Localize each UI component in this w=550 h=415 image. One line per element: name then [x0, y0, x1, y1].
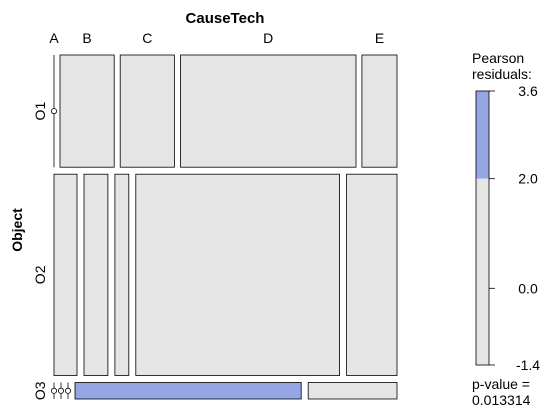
- zero-cell-marker-O3-A: [51, 387, 58, 394]
- zero-cell-marker-O1-A: [51, 108, 58, 115]
- pvalue-value: 0.013314: [472, 392, 531, 408]
- chart-title: CauseTech: [186, 10, 265, 27]
- x-tick-labels: A B C D E: [49, 30, 384, 46]
- tile-O1-D: [180, 54, 357, 168]
- y-axis-label: Object: [9, 208, 25, 252]
- x-tick-B: B: [82, 30, 91, 46]
- tile-O1-C: [119, 54, 175, 168]
- tile-O2-A: [53, 173, 78, 376]
- x-tick-E: E: [375, 30, 384, 46]
- x-tick-A: A: [49, 30, 59, 46]
- tile-O1-E: [361, 54, 398, 168]
- legend-title-line1: Pearson: [472, 50, 524, 66]
- tile-O2-D: [135, 173, 341, 376]
- y-tick-O3: O3: [32, 381, 48, 400]
- legend-neutral-band: [476, 178, 489, 365]
- legend-colorbar: [475, 90, 490, 366]
- legend-ticks: 3.6 2.0 0.0 -1.4: [489, 83, 540, 373]
- legend-tick-label-2: 0.0: [518, 280, 538, 296]
- y-tick-labels: O1 O2 O3: [32, 102, 48, 401]
- zero-cell-marker-O3-C: [65, 387, 72, 394]
- legend-tick-label-3: -1.4: [516, 357, 540, 373]
- tile-O3-D: [74, 382, 302, 400]
- x-tick-C: C: [142, 30, 152, 46]
- tile-O2-E: [346, 173, 398, 376]
- legend-title-line2: residuals:: [472, 66, 532, 82]
- legend: Pearson residuals: 3.6 2.0 0.0 -1.4 p-value…: [472, 50, 540, 408]
- legend-tick-label-0: 3.6: [518, 83, 538, 99]
- pvalue-label: p-value =: [472, 376, 530, 392]
- legend-tick-label-1: 2.0: [518, 171, 538, 187]
- y-tick-O2: O2: [32, 265, 48, 284]
- zero-cell-markers: [51, 55, 72, 399]
- zero-cell-marker-O3-B: [58, 387, 65, 394]
- legend-bar-frame: [475, 90, 490, 366]
- tile-O1-B: [59, 54, 115, 168]
- legend-positive-band: [476, 91, 489, 179]
- y-tick-O1: O1: [32, 102, 48, 121]
- tile-O2-C: [114, 173, 130, 376]
- tile-O2-B: [83, 173, 109, 376]
- mosaic-tiles: [53, 54, 398, 400]
- x-tick-D: D: [263, 30, 273, 46]
- tile-O3-E: [307, 382, 398, 400]
